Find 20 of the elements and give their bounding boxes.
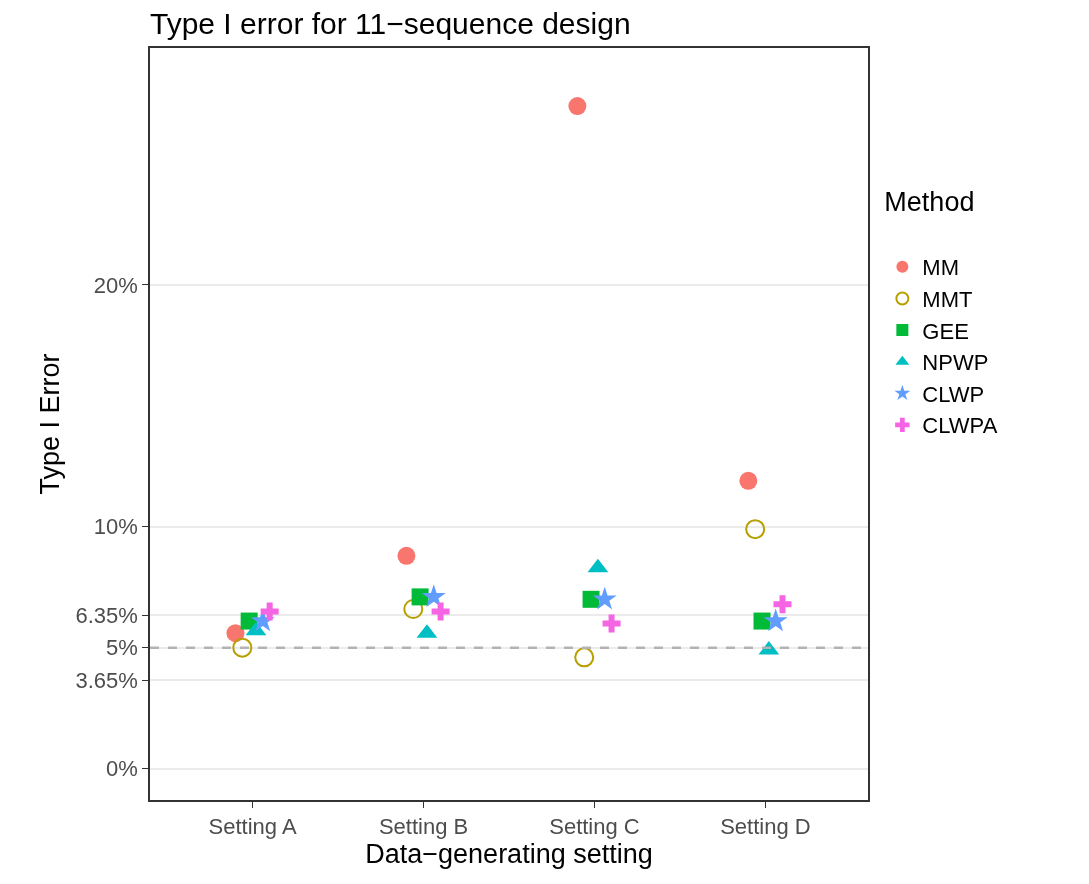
x-tick-label: Setting B	[378, 814, 469, 840]
legend-label: CLWPA	[922, 413, 998, 439]
x-tick-label: Setting C	[549, 814, 640, 840]
y-tick-label: 0%	[106, 756, 138, 782]
legend-label: CLWP	[922, 381, 985, 407]
legend-label: MM	[922, 255, 960, 281]
x-tick-label: Setting D	[720, 814, 811, 840]
x-axis-title: Data−generating setting	[365, 839, 653, 870]
x-tick-label: Setting A	[208, 814, 297, 840]
y-tick-label: 3.65%	[75, 668, 138, 694]
y-axis-title: Type I Error	[35, 353, 66, 495]
legend-title: Method	[884, 186, 975, 217]
y-tick-label: 10%	[93, 514, 138, 540]
legend-label: NPWP	[922, 350, 989, 376]
chart-title: Type I error for 11−sequence design	[150, 7, 631, 41]
y-tick-label: 6.35%	[75, 602, 138, 628]
legend-label: MMT	[922, 287, 973, 313]
y-tick-label: 5%	[106, 635, 138, 661]
legend-label: GEE	[922, 318, 969, 344]
y-tick-label: 20%	[93, 272, 138, 298]
